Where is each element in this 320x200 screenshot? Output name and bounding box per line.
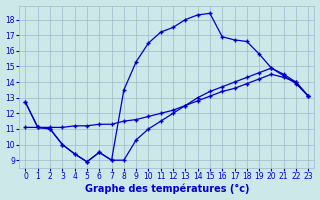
- X-axis label: Graphe des températures (°c): Graphe des températures (°c): [85, 184, 249, 194]
